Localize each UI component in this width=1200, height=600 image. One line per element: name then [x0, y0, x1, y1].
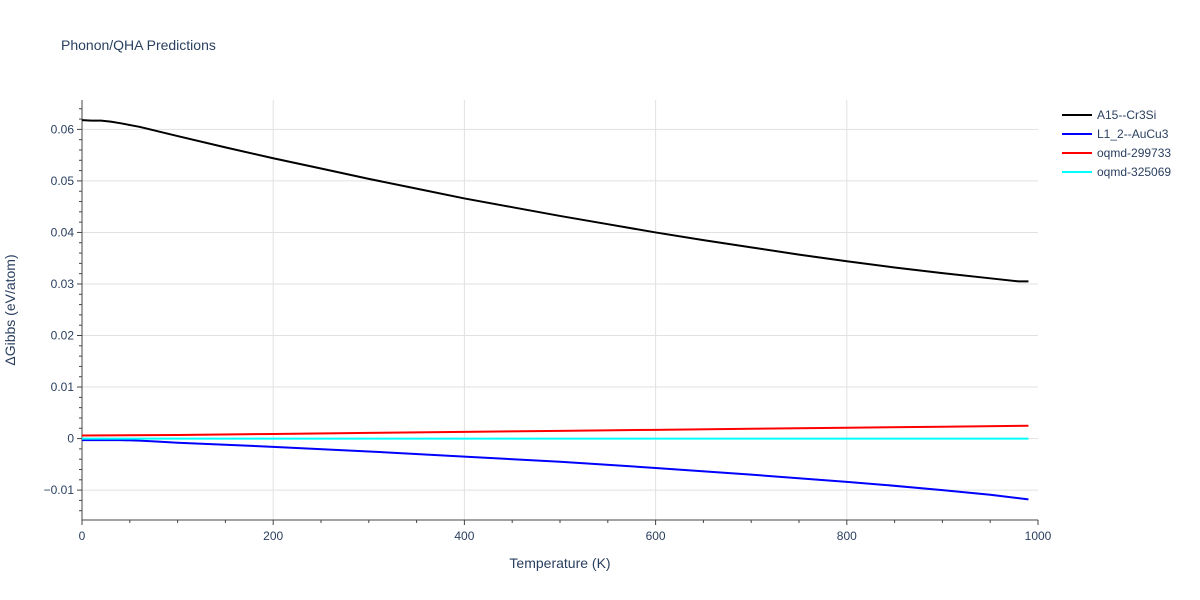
x-tick-label: 600 — [646, 529, 666, 543]
series-line-A15--Cr3Si — [81, 119, 1029, 283]
axes: 0 200 400 600 800 1000 −0.01 0 0.01 0.02 0.03 0.04 0… — [44, 100, 1052, 543]
x-tick-label: 1000 — [1025, 529, 1052, 543]
x-tick-label: 800 — [837, 529, 857, 543]
y-axis-title: ΔGibbs (eV/atom) — [2, 254, 18, 365]
series-line-oqmd-299733 — [81, 424, 1029, 437]
series-line-L1_2--AuCu3 — [82, 439, 1029, 501]
legend-label: oqmd-325069 — [1097, 165, 1171, 179]
y-tick-label: 0.05 — [51, 174, 75, 188]
y-tick-label: 0.06 — [51, 122, 75, 136]
y-tick-label: 0.02 — [51, 329, 75, 343]
x-tick-label: 0 — [79, 529, 86, 543]
plot-area — [81, 119, 1029, 501]
y-tick-label: 0.01 — [51, 380, 75, 394]
legend[interactable]: A15--Cr3Si L1_2--AuCu3 oqmd-299733 oqmd-325… — [1062, 108, 1171, 179]
legend-label: L1_2--AuCu3 — [1097, 127, 1169, 141]
x-tick-label: 400 — [454, 529, 474, 543]
legend-label: oqmd-299733 — [1097, 146, 1171, 160]
x-tick-label: 200 — [263, 529, 283, 543]
legend-label: A15--Cr3Si — [1097, 108, 1156, 122]
grid — [82, 100, 1038, 520]
y-tick-label: −0.01 — [44, 483, 75, 497]
x-axis-title: Temperature (K) — [509, 555, 610, 571]
y-tick-label: 0.04 — [51, 225, 75, 239]
y-tick-label: 0 — [67, 432, 74, 446]
y-tick-label: 0.03 — [51, 277, 75, 291]
chart-title: Phonon/QHA Predictions — [61, 37, 216, 53]
